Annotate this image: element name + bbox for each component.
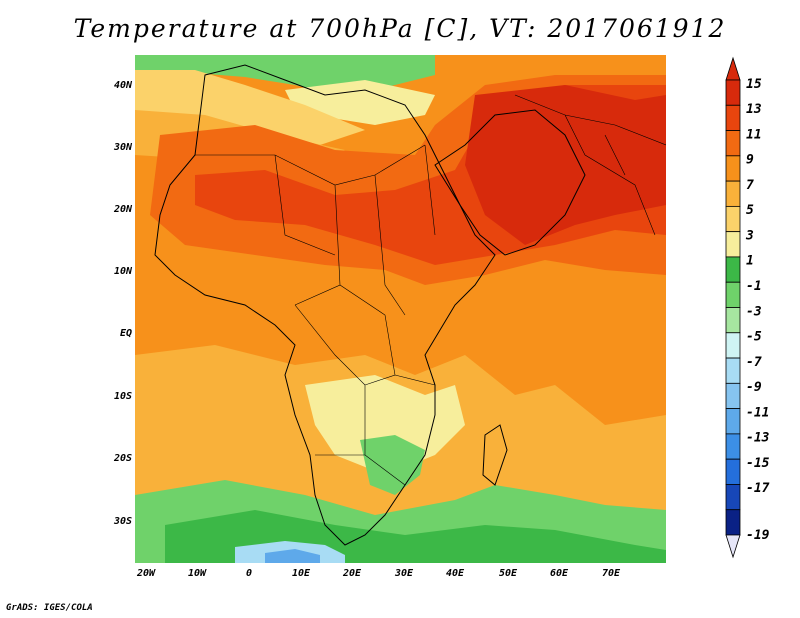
colorbar-label: -13 — [746, 431, 770, 446]
colorbar-swatch — [725, 205, 741, 233]
colorbar-label: -3 — [746, 304, 762, 319]
map-title: Temperature at 700hPa [C], VT: 201706191… — [73, 14, 727, 43]
colorbar-label: -5 — [746, 330, 762, 345]
lon-label-40e: 40E — [445, 568, 465, 579]
colorbar-swatch — [725, 332, 741, 359]
colorbar-swatch — [725, 180, 741, 207]
lat-label-20n: 20N — [113, 204, 132, 215]
lon-label-60e: 60E — [549, 568, 569, 579]
colorbar-swatch — [725, 509, 741, 536]
lon-label-0: 0 — [245, 568, 253, 579]
colorbar-swatch — [725, 307, 741, 334]
lat-label-40n: 40N — [113, 80, 132, 91]
colorbar-swatch — [725, 281, 741, 308]
colorbar-label: -9 — [746, 380, 762, 395]
grads-credit: GrADS: IGES/COLA — [6, 603, 93, 613]
colorbar-swatch — [725, 79, 741, 106]
colorbar-label: 11 — [746, 127, 762, 142]
colorbar-label: 1 — [746, 254, 754, 269]
lon-label-10w: 10W — [187, 568, 207, 579]
lon-label-10e: 10E — [291, 568, 311, 579]
colorbar-label: -7 — [746, 355, 762, 370]
colorbar-swatch — [725, 382, 741, 410]
colorbar-swatch — [725, 155, 741, 182]
lat-label-10n: 10N — [113, 266, 132, 277]
colorbar-swatch — [725, 231, 741, 258]
lat-label-30n: 30N — [113, 142, 132, 153]
colorbar: 15 13 11 9 7 5 3 1 -1 -3 -5 -7 -9 -11 -13 -15 -17 -19 — [725, 56, 770, 559]
colorbar-swatch — [725, 130, 741, 157]
lat-label-30s: 30S — [113, 516, 132, 527]
colorbar-top-arrow — [725, 56, 741, 81]
arabia-coastline — [434, 109, 586, 256]
colorbar-label: 5 — [746, 203, 754, 218]
lat-label-20s: 20S — [113, 453, 132, 464]
colorbar-swatch — [725, 458, 741, 485]
lon-label-20e: 20E — [342, 568, 362, 579]
colorbar-swatch — [725, 433, 741, 460]
colorbar-swatch — [725, 357, 741, 384]
madagascar — [482, 424, 508, 486]
lon-label-20w: 20W — [136, 568, 156, 579]
colorbar-swatch — [725, 256, 741, 283]
africa-coastline — [154, 64, 496, 546]
lon-label-30e: 30E — [394, 568, 414, 579]
colorbar-swatch — [725, 408, 741, 435]
asia-borders — [514, 94, 666, 236]
colorbar-swatch — [725, 484, 741, 511]
contour-south-colder — [265, 549, 320, 563]
colorbar-label: -11 — [746, 405, 769, 420]
temperature-map — [135, 55, 666, 563]
colorbar-label: -1 — [746, 279, 762, 294]
colorbar-label: 3 — [745, 228, 754, 243]
colorbar-label: -19 — [746, 528, 770, 543]
country-borders — [195, 144, 436, 486]
colorbar-label: 9 — [746, 153, 754, 168]
colorbar-label: 13 — [746, 102, 762, 117]
lat-label-eq: EQ — [119, 328, 132, 339]
colorbar-label: -15 — [746, 456, 770, 471]
lat-label-10s: 10S — [113, 391, 132, 402]
lon-label-50e: 50E — [498, 568, 518, 579]
colorbar-swatch — [725, 104, 741, 131]
lon-label-70e: 70E — [601, 568, 621, 579]
colorbar-label: 7 — [746, 178, 754, 193]
colorbar-label: -17 — [746, 481, 770, 496]
colorbar-label: 15 — [746, 77, 762, 92]
colorbar-bottom-arrow — [725, 534, 741, 559]
